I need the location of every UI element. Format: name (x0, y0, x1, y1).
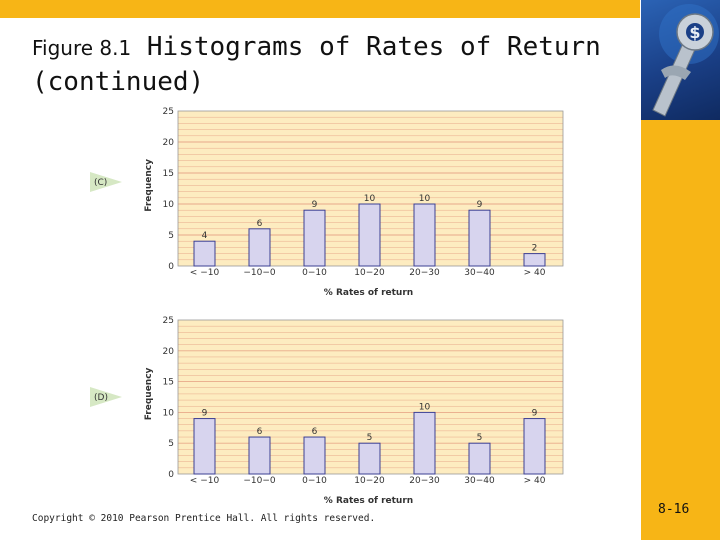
bar (193, 418, 216, 475)
bar (358, 442, 381, 475)
y-tick-label: 25 (163, 107, 174, 117)
data-label: 5 (477, 433, 483, 443)
data-label: 10 (364, 194, 376, 204)
y-tick-label: 25 (163, 316, 174, 326)
bar (358, 203, 381, 267)
y-tick-label: 0 (168, 262, 174, 272)
y-tick-label: 20 (163, 347, 175, 357)
right-accent-bar (641, 120, 720, 540)
top-accent-bar (0, 0, 640, 18)
x-tick-label: < −10 (190, 268, 220, 278)
y-axis-title: Frequency (144, 367, 154, 420)
title-main: Histograms of Rates of Return (146, 32, 601, 62)
slide-title: Figure 8.1 Histograms of Rates of Return… (32, 30, 632, 99)
panel-marker (90, 172, 122, 192)
panel-label: (D) (94, 393, 108, 403)
x-tick-label: 20−30 (409, 476, 440, 486)
data-label: 6 (257, 427, 263, 437)
bar (413, 203, 436, 267)
data-label: 4 (202, 231, 208, 241)
y-tick-label: 10 (163, 408, 175, 418)
data-label: 5 (367, 433, 373, 443)
x-axis-title: % Rates of return (324, 288, 413, 298)
y-tick-label: 5 (168, 439, 174, 449)
x-tick-label: 0−10 (302, 268, 327, 278)
y-tick-label: 0 (168, 470, 174, 480)
x-tick-label: 30−40 (464, 476, 495, 486)
data-label: 9 (202, 409, 208, 419)
y-tick-label: 15 (163, 169, 174, 179)
x-tick-label: −10−0 (243, 268, 276, 278)
data-label: 9 (532, 409, 538, 419)
panel-marker (90, 387, 122, 407)
copyright-notice: Copyright © 2010 Pearson Prentice Hall. … (32, 513, 376, 524)
data-label: 10 (419, 402, 431, 412)
bar (468, 442, 491, 475)
title-continued: (continued) (32, 67, 205, 97)
bar (248, 228, 271, 267)
data-label: 10 (419, 194, 431, 204)
bar (468, 209, 491, 267)
x-tick-label: 0−10 (302, 476, 327, 486)
bar (413, 411, 436, 475)
page-number: 8-16 (658, 502, 690, 517)
bar (303, 436, 326, 475)
data-label: 9 (477, 200, 483, 210)
x-tick-label: > 40 (524, 476, 546, 486)
title-figure-number: Figure 8.1 (32, 36, 132, 60)
y-tick-label: 5 (168, 231, 174, 241)
data-label: 6 (312, 427, 318, 437)
data-label: 2 (532, 244, 538, 254)
x-tick-label: > 40 (524, 268, 546, 278)
bar (193, 240, 216, 267)
y-tick-label: 10 (163, 200, 175, 210)
data-label: 6 (257, 219, 263, 229)
x-tick-label: 10−20 (354, 476, 385, 486)
x-tick-label: 10−20 (354, 268, 385, 278)
bar (248, 436, 271, 475)
data-label: 9 (312, 200, 318, 210)
x-tick-label: 30−40 (464, 268, 495, 278)
y-axis-title: Frequency (144, 159, 154, 212)
panel-label: (C) (94, 178, 107, 188)
x-axis-title: % Rates of return (324, 496, 413, 506)
x-tick-label: 20−30 (409, 268, 440, 278)
bar (523, 418, 546, 475)
wrench-and-dollar-icon: $ (641, 0, 720, 120)
x-tick-label: −10−0 (243, 476, 276, 486)
bar (303, 209, 326, 267)
y-tick-label: 20 (163, 138, 175, 148)
svg-text:$: $ (689, 23, 700, 42)
bar (523, 253, 546, 267)
x-tick-label: < −10 (190, 476, 220, 486)
y-tick-label: 15 (163, 378, 174, 388)
